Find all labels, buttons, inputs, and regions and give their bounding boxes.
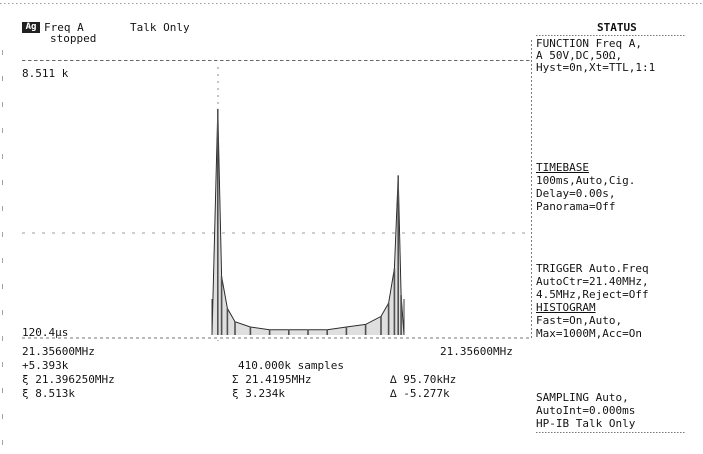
plot-top-rule <box>22 60 532 61</box>
stat-sigma: ξ 8.513k <box>22 387 75 400</box>
status-title-rule <box>536 35 686 36</box>
histogram-bin <box>387 303 390 335</box>
status-timebase-1: 100ms,Auto,Cig. <box>536 174 636 187</box>
histogram-bin <box>217 108 219 336</box>
status-timebase-2: Delay=0.00s, <box>536 187 616 200</box>
histogram-bin <box>326 329 328 335</box>
status-trigger-2: 4.5MHz,Reject=Off <box>536 288 649 301</box>
mode-badge[interactable]: Ag <box>22 22 40 33</box>
stat-mean: ξ 21.396250MHz <box>22 373 115 386</box>
stat-sum: Σ 21.4195MHz <box>232 373 312 386</box>
histogram-bin <box>268 329 271 335</box>
histogram-bin <box>249 327 252 335</box>
status-sampling-1: AutoInt=0.000ms <box>536 404 636 417</box>
histogram-outline <box>211 108 405 336</box>
status-histogram-2: Max=1000M,Acc=On <box>536 327 642 340</box>
histogram-area <box>212 108 404 336</box>
status-function-2: A 50V,DC,50Ω, <box>536 49 623 62</box>
histogram-bin <box>400 295 402 335</box>
histogram-bin <box>220 276 223 335</box>
stat-row1-a: +5.393k <box>22 359 69 372</box>
panel-separator <box>531 40 532 340</box>
plot-bottom-value: 120.4μs <box>22 326 69 339</box>
histogram-series <box>211 108 405 336</box>
status-timebase-3: Panorama=Off <box>536 200 616 213</box>
samples-label: 410.000k samples <box>238 359 344 372</box>
channel-label: Freq A <box>44 21 84 34</box>
top-border <box>0 3 703 4</box>
acquisition-state: stopped <box>50 32 97 45</box>
left-border <box>2 50 3 450</box>
status-function-3: Hyst=0n,Xt=TTL,1:1 <box>536 61 656 74</box>
status-bottom-rule <box>536 432 686 433</box>
status-trigger-1: AutoCtr=21.40MHz, <box>536 275 649 288</box>
status-sampling-title[interactable]: SAMPLING Auto, <box>536 391 629 404</box>
talk-only-label: Talk Only <box>130 21 190 34</box>
histogram-bin <box>364 324 367 335</box>
histogram-bin <box>226 308 229 335</box>
histogram-bin <box>234 321 236 335</box>
status-histogram-1: Fast=On,Auto, <box>536 314 623 327</box>
status-timebase-title[interactable]: TIMEBASE <box>536 161 589 174</box>
histogram-bin <box>380 316 382 335</box>
x-end-label: 21.35600MHz <box>440 345 513 358</box>
histogram-bin <box>393 268 396 335</box>
status-function[interactable]: FUNCTION Freq A, <box>536 37 642 50</box>
x-start-label: 21.35600MHz <box>22 345 95 358</box>
stat-delta-2: ∆ -5.277k <box>390 387 450 400</box>
status-sampling-2: HP-IB Talk Only <box>536 417 636 430</box>
histogram-bin <box>288 329 290 335</box>
plot-top-value: 8.511 k <box>22 67 69 80</box>
status-histogram-title[interactable]: HISTOGRAM <box>536 301 596 314</box>
stat-sigma-2: ξ 3.234k <box>232 387 285 400</box>
stat-delta: ∆ 95.70kHz <box>390 373 457 386</box>
histogram-bin <box>307 329 309 335</box>
status-title: STATUS <box>597 21 637 34</box>
histogram-bin <box>345 327 348 335</box>
histogram-plot <box>22 67 530 341</box>
status-trigger-title[interactable]: TRIGGER Auto.Freq <box>536 262 649 275</box>
histogram-bin <box>397 175 399 335</box>
